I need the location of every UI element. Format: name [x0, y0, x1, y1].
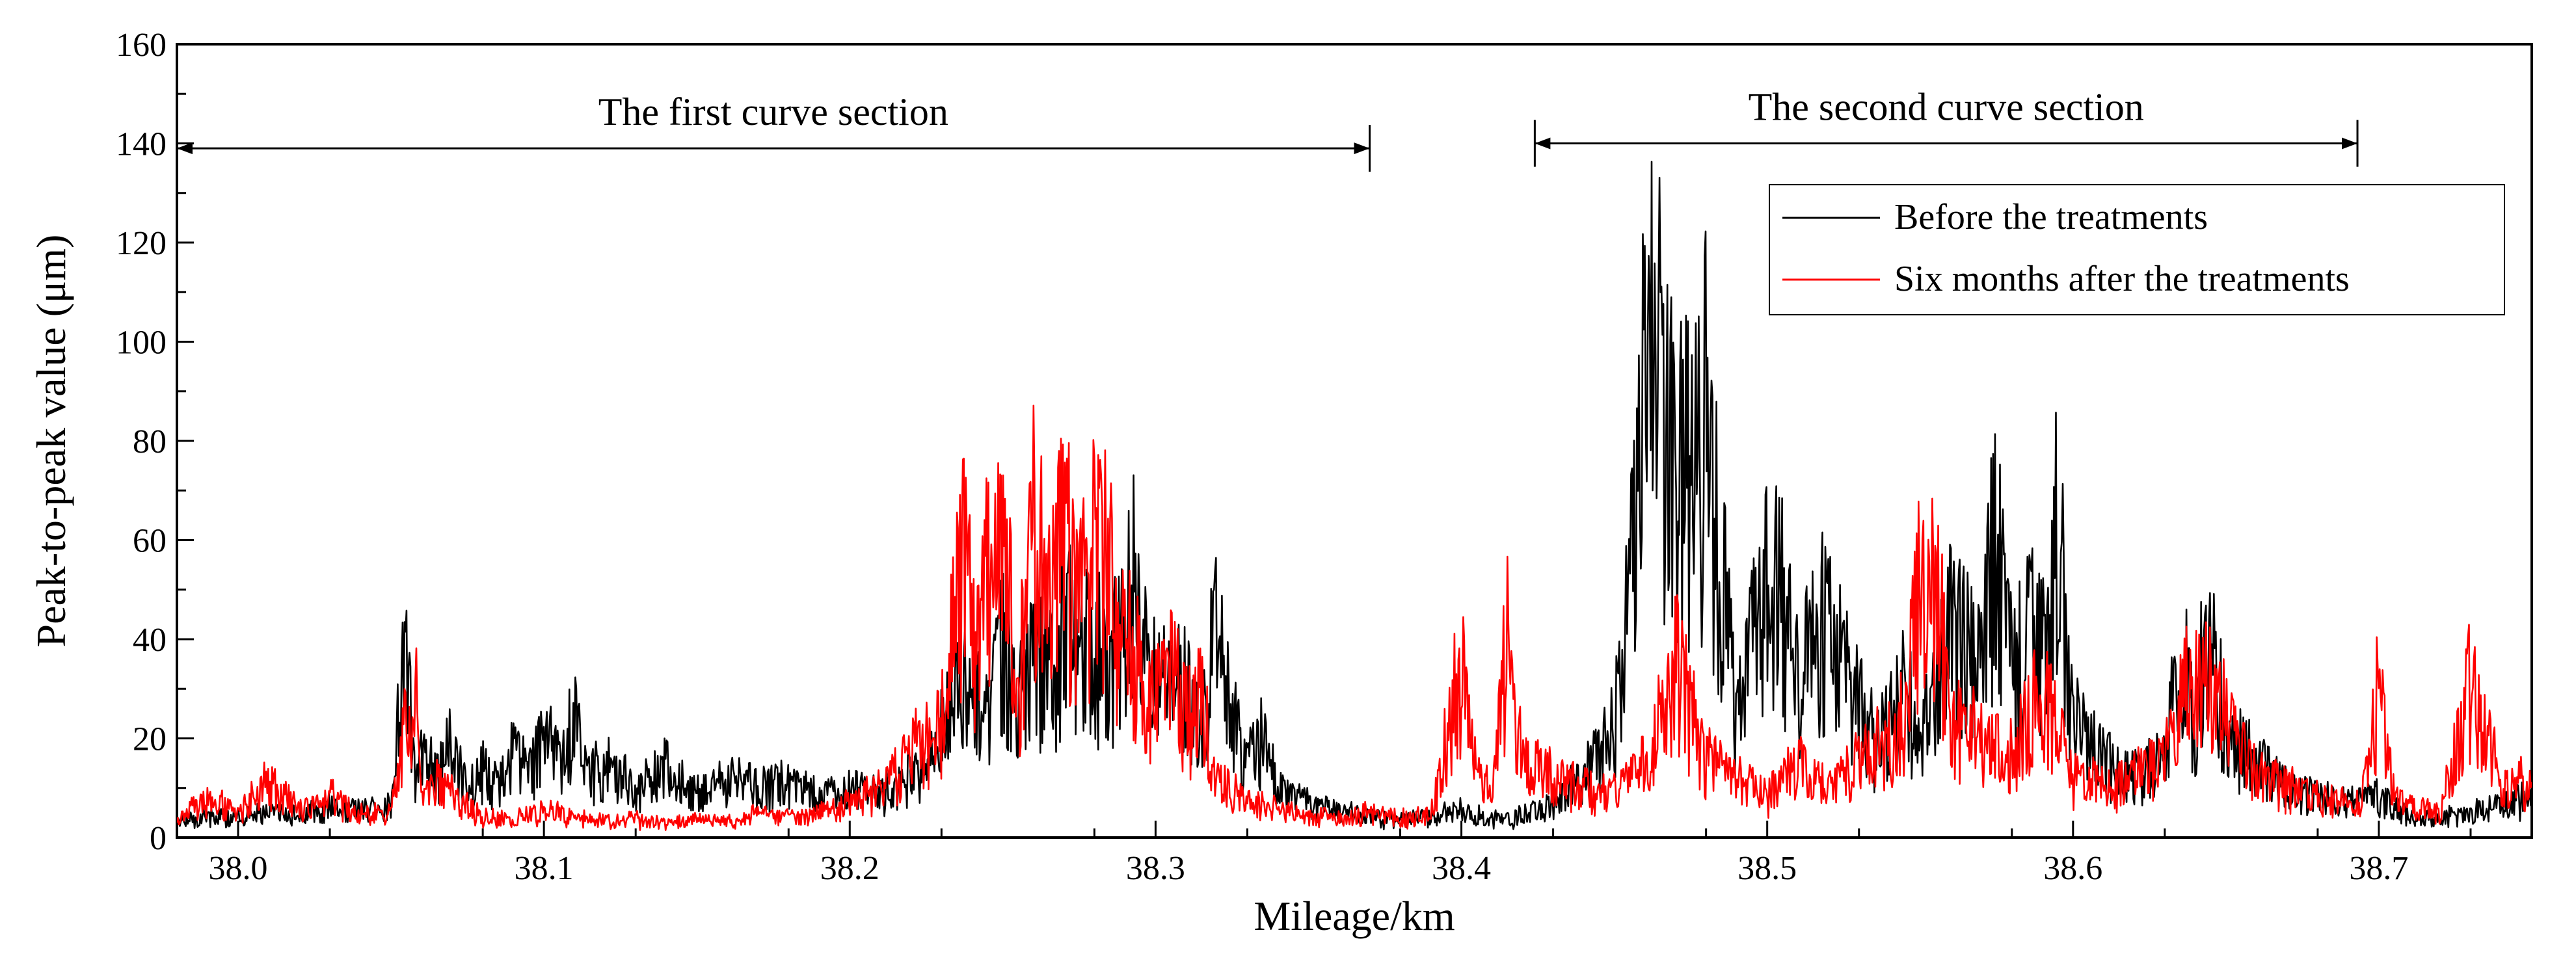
- legend: Before the treatments Six months after t…: [1769, 184, 2505, 315]
- y-tick-label: 60: [133, 523, 167, 560]
- x-tick-label: 38.3: [1126, 850, 1185, 887]
- y-tick-label: 40: [133, 622, 167, 659]
- y-tick-label: 160: [116, 27, 167, 64]
- y-tick-label: 120: [116, 225, 167, 262]
- x-tick-label: 38.5: [1737, 850, 1797, 887]
- x-tick-label: 38.4: [1432, 850, 1491, 887]
- legend-label-before: Before the treatments: [1894, 197, 2208, 237]
- y-tick-label: 20: [133, 721, 167, 758]
- legend-box: [1769, 184, 2505, 315]
- y-tick-label: 80: [133, 423, 167, 460]
- annotation-arrowhead-left: [1535, 137, 1551, 150]
- annotation-layer: The first curve section The second curve …: [176, 86, 2359, 172]
- annotation-arrowhead-right: [1354, 142, 1370, 155]
- x-tick-label: 38.7: [2349, 850, 2408, 887]
- annotation-label: The second curve section: [1749, 86, 2144, 129]
- x-tick-label: 38.0: [209, 850, 268, 887]
- y-axis: 0 20 40 60 80 100 120 140 160: [116, 27, 194, 857]
- y-tick-label: 0: [150, 820, 167, 857]
- annotation-arrowhead-left: [177, 142, 193, 155]
- annotation-arrowhead-right: [2342, 137, 2358, 150]
- legend-label-six-months: Six months after the treatments: [1894, 259, 2350, 299]
- x-tick-label: 38.6: [2043, 850, 2102, 887]
- x-axis: 38.0 38.1 38.2 38.3 38.4 38.5 38.6 38.7: [176, 821, 2472, 887]
- y-axis-title: Peak-to-peak value (μm): [28, 235, 74, 648]
- y-tick-label: 100: [116, 324, 167, 362]
- series-line-1: [177, 404, 2532, 831]
- x-tick-label: 38.1: [515, 850, 574, 887]
- x-axis-title: Mileage/km: [1254, 893, 1455, 939]
- series-layer: [177, 161, 2532, 831]
- annotation-label: The first curve section: [598, 90, 948, 133]
- y-tick-label: 140: [116, 126, 167, 163]
- x-tick-label: 38.2: [820, 850, 879, 887]
